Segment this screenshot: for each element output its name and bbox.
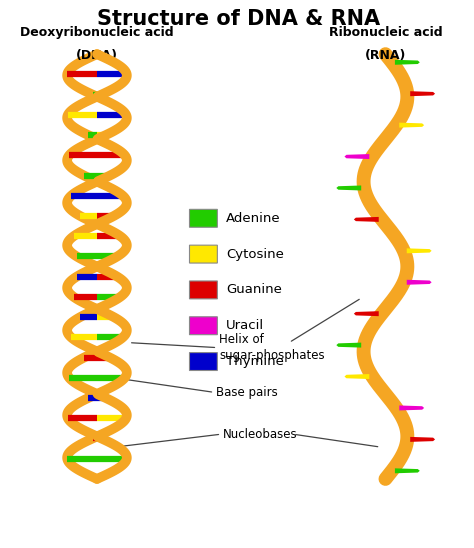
Text: Adenine: Adenine [226, 212, 281, 225]
Polygon shape [345, 374, 369, 379]
Text: Cytosine: Cytosine [226, 248, 284, 261]
Text: (DNA): (DNA) [76, 49, 118, 62]
Text: Ribonucleic acid: Ribonucleic acid [328, 26, 442, 39]
Text: Uracil: Uracil [226, 319, 264, 332]
FancyBboxPatch shape [190, 317, 218, 335]
Polygon shape [337, 342, 361, 347]
Polygon shape [407, 248, 432, 253]
Text: Deoxyribonucleic acid: Deoxyribonucleic acid [20, 26, 174, 39]
FancyBboxPatch shape [190, 281, 218, 299]
FancyBboxPatch shape [190, 209, 218, 227]
Polygon shape [410, 91, 435, 96]
Polygon shape [395, 60, 420, 65]
Polygon shape [354, 311, 379, 316]
Text: Helix of
sugar-phosphates: Helix of sugar-phosphates [219, 333, 325, 362]
Polygon shape [399, 406, 424, 410]
Polygon shape [345, 154, 369, 159]
FancyBboxPatch shape [190, 352, 218, 370]
Text: Thymine: Thymine [226, 355, 284, 368]
Text: Base pairs: Base pairs [216, 386, 278, 399]
Text: Guanine: Guanine [226, 283, 282, 296]
Polygon shape [354, 217, 379, 222]
Text: Nucleobases: Nucleobases [223, 427, 298, 441]
Text: Structure of DNA & RNA: Structure of DNA & RNA [97, 9, 380, 30]
Polygon shape [395, 469, 420, 473]
Text: (RNA): (RNA) [365, 49, 406, 62]
Polygon shape [410, 437, 435, 442]
Polygon shape [399, 123, 424, 128]
FancyBboxPatch shape [190, 245, 218, 263]
Polygon shape [407, 280, 432, 285]
Polygon shape [337, 185, 361, 191]
